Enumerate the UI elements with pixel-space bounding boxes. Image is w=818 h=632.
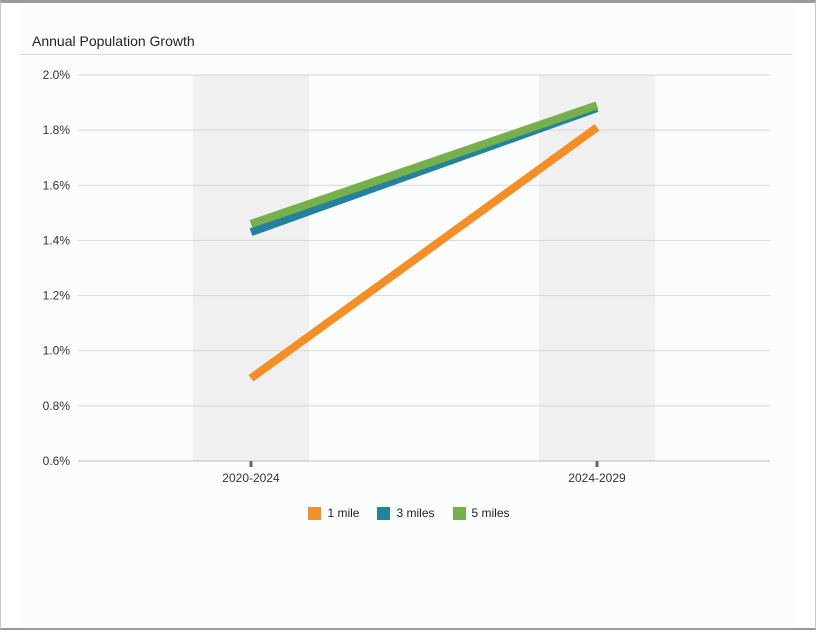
title-divider [20, 54, 792, 55]
legend-swatch-3-miles [377, 506, 391, 520]
y-tick-label: 1.6% [43, 178, 71, 192]
y-tick-label: 1.2% [43, 289, 71, 303]
x-tick-label: 2024-2029 [568, 471, 626, 485]
legend-item-3-miles[interactable]: 3 miles [377, 506, 435, 520]
y-tick-label: 1.4% [43, 233, 71, 247]
legend-item-1-mile[interactable]: 1 mile [308, 506, 359, 520]
chart-panel [20, 3, 794, 628]
legend-label-5-miles: 5 miles [471, 506, 510, 520]
legend-item-5-miles[interactable]: 5 miles [452, 506, 510, 520]
category-band-2020-2024 [193, 75, 309, 461]
legend-label-1-mile: 1 mile [327, 506, 360, 520]
legend-swatch-1-mile [308, 506, 322, 520]
chart-legend: 1 mile 3 miles 5 miles [0, 506, 818, 520]
x-tick-label: 2020-2024 [222, 471, 280, 485]
y-tick-label: 0.6% [43, 454, 71, 468]
chart-title: Annual Population Growth [32, 33, 195, 49]
y-tick-label: 1.0% [43, 344, 71, 358]
legend-swatch-5-miles [452, 506, 466, 520]
series-line-5-miles [249, 101, 599, 228]
legend-label-3-miles: 3 miles [396, 506, 435, 520]
category-band-2024-2029 [539, 75, 655, 461]
y-tick-label: 0.8% [43, 399, 71, 413]
y-tick-label: 2.0% [43, 68, 71, 82]
y-tick-label: 1.8% [43, 123, 71, 137]
series-line-1-mile [248, 124, 600, 382]
